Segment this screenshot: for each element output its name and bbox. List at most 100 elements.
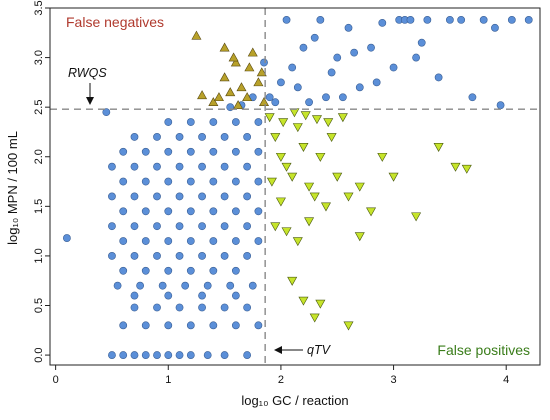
data-point [226, 281, 235, 290]
data-point [231, 177, 240, 186]
data-point [186, 351, 195, 359]
data-point [186, 237, 195, 245]
data-point [323, 118, 334, 128]
data-point [445, 15, 454, 24]
x-tick-label: 0 [53, 374, 59, 386]
data-point [355, 83, 364, 92]
x-tick-label: 3 [391, 374, 397, 386]
data-point [231, 147, 240, 156]
data-point [186, 266, 195, 275]
data-point [209, 147, 218, 156]
data-point [254, 321, 263, 330]
data-point [164, 237, 173, 245]
data-point [209, 266, 218, 275]
data-point [343, 192, 354, 202]
data-point [305, 98, 313, 107]
data-point [406, 15, 415, 24]
data-point [322, 93, 330, 102]
data-point [220, 133, 229, 141]
data-point [254, 147, 263, 156]
data-point [141, 351, 150, 359]
y-tick-label: 1.5 [33, 199, 45, 214]
data-point [277, 78, 285, 87]
data-point [338, 93, 347, 102]
data-point [468, 93, 477, 102]
data-point [450, 162, 461, 172]
data-point [411, 212, 422, 222]
data-point [209, 118, 218, 126]
y-tick-label: 3.0 [33, 50, 45, 65]
qtv-label: qTV [307, 343, 332, 357]
data-point [293, 83, 302, 92]
data-point [208, 97, 219, 107]
data-point [191, 30, 202, 40]
data-point [164, 291, 173, 300]
data-point [130, 291, 139, 300]
data-point [298, 143, 309, 152]
plot-frame [49, 7, 541, 366]
data-point [164, 351, 173, 359]
data-point [153, 133, 161, 141]
data-point [457, 15, 466, 24]
data-point [275, 152, 286, 162]
data-point [231, 291, 240, 300]
data-point [310, 33, 319, 42]
rwqs-arrowhead [86, 97, 94, 105]
x-axis-title: log₁₀ GC / reaction [241, 393, 348, 408]
data-point [164, 118, 173, 126]
data-point [153, 351, 161, 359]
data-point [219, 42, 230, 52]
data-point [130, 192, 139, 201]
false-positives-label: False positives [437, 342, 530, 358]
data-point [186, 207, 195, 216]
data-point [108, 252, 116, 260]
data-point [378, 18, 387, 27]
data-point [311, 115, 322, 125]
data-point [243, 162, 252, 171]
data-point [119, 147, 128, 156]
data-point [130, 162, 139, 171]
data-point [175, 133, 184, 141]
data-point [186, 118, 195, 126]
y-tick-label: 1.0 [33, 248, 45, 263]
data-point [242, 92, 253, 102]
data-point [220, 162, 229, 171]
data-point [164, 207, 173, 216]
data-point [198, 291, 206, 300]
data-point [281, 162, 292, 172]
data-point [186, 147, 195, 156]
data-point [175, 303, 184, 312]
data-point [119, 237, 128, 245]
data-point [153, 222, 161, 231]
data-point [119, 207, 128, 216]
data-point [186, 177, 195, 186]
data-point [225, 87, 236, 97]
data-point [244, 62, 255, 72]
data-point [304, 182, 315, 192]
data-point [243, 222, 252, 231]
data-point [367, 43, 375, 52]
data-point [175, 162, 184, 171]
data-point [434, 73, 443, 82]
data-point [130, 351, 139, 359]
data-point [175, 351, 184, 359]
data-point [266, 177, 277, 187]
data-point [230, 57, 241, 67]
data-point [254, 207, 263, 216]
data-point [377, 152, 388, 162]
data-point [327, 68, 336, 77]
data-point [119, 351, 128, 359]
data-point [209, 177, 218, 186]
data-point [354, 182, 365, 192]
data-point [243, 192, 252, 201]
data-point [278, 118, 289, 128]
data-point [496, 101, 505, 110]
data-point [175, 252, 184, 260]
data-point [343, 321, 354, 331]
data-point [203, 281, 212, 290]
data-point [175, 192, 184, 201]
data-point [304, 217, 315, 227]
data-point [344, 23, 353, 32]
y-tick-label: 0.0 [33, 347, 45, 362]
data-point [130, 303, 139, 312]
